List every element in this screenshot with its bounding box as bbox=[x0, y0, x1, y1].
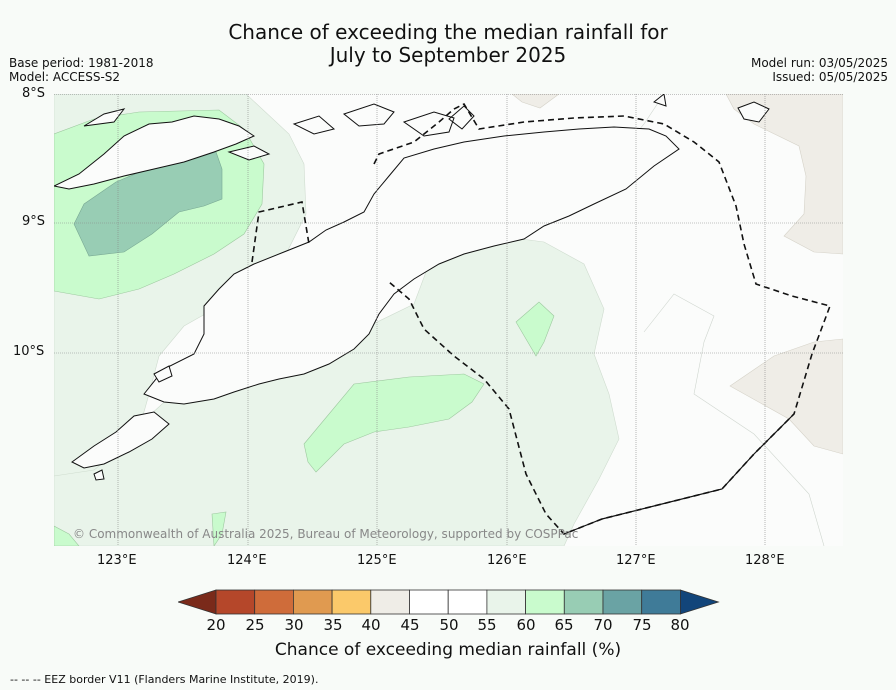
colorbar-segment-30 bbox=[293, 589, 333, 615]
eez-border-note: -- -- -- EEZ border V11 (Flanders Marine… bbox=[10, 673, 319, 686]
colorbar-tick-30: 30 bbox=[284, 616, 304, 634]
grid-lines bbox=[54, 94, 843, 546]
colorbar-tick-45: 45 bbox=[400, 616, 420, 634]
colorbar-tick-25: 25 bbox=[245, 616, 265, 634]
rainfall-map bbox=[54, 94, 843, 546]
flores-coastline bbox=[54, 115, 256, 190]
region-60-65-small bbox=[515, 301, 555, 357]
lon-label-128e: 128°E bbox=[745, 553, 785, 568]
colorbar-segment-20 bbox=[215, 589, 256, 615]
eez-border bbox=[251, 102, 832, 535]
colorbar-tick-55: 55 bbox=[477, 616, 497, 634]
colorbar-label: Chance of exceeding median rainfall (%) bbox=[274, 640, 622, 660]
colorbar-tick-20: 20 bbox=[206, 616, 226, 634]
colorbar-tick-65: 65 bbox=[554, 616, 574, 634]
colorbar-tick-80: 80 bbox=[670, 616, 690, 634]
lat-label-8s: 8°S bbox=[22, 86, 46, 101]
colorbar-segment-35 bbox=[331, 589, 372, 615]
colorbar-segment-55 bbox=[486, 589, 526, 615]
chart-title-line1: Chance of exceeding the median rainfall … bbox=[228, 20, 668, 44]
north-islands-coastline bbox=[402, 94, 770, 137]
region-40-45-east bbox=[729, 338, 843, 455]
lon-label-124e: 124°E bbox=[227, 553, 267, 568]
colorbar-segment-50 bbox=[447, 589, 488, 615]
lon-label-126e: 126°E bbox=[487, 553, 527, 568]
colorbar-segment-45 bbox=[409, 589, 449, 615]
colorbar-tick-35: 35 bbox=[323, 616, 343, 634]
lon-label-127e: 127°E bbox=[616, 553, 656, 568]
region-40-45-north bbox=[511, 94, 560, 109]
base-period-label: Base period: 1981-2018 bbox=[9, 56, 154, 70]
colorbar-segment-60 bbox=[525, 589, 565, 615]
colorbar bbox=[178, 589, 720, 615]
copyright-notice: © Commonwealth of Australia 2025, Bureau… bbox=[73, 527, 579, 541]
lon-label-123e: 123°E bbox=[97, 553, 137, 568]
chart-title-line2: July to September 2025 bbox=[329, 43, 567, 67]
alor-coastline bbox=[71, 411, 170, 469]
flores-north-islets bbox=[83, 103, 395, 161]
colorbar-segment-70 bbox=[602, 589, 643, 615]
colorbar-segment-75 bbox=[641, 589, 681, 615]
eez-border-solid bbox=[563, 413, 795, 535]
colorbar-segment-25 bbox=[254, 589, 294, 615]
region-60-65-south bbox=[303, 373, 485, 473]
colorbar-tick-75: 75 bbox=[632, 616, 652, 634]
colorbar-segment-above-80 bbox=[680, 589, 720, 615]
issued-label: Issued: 05/05/2025 bbox=[772, 70, 888, 84]
colorbar-segment-65 bbox=[563, 589, 604, 615]
lon-label-125e: 125°E bbox=[357, 553, 397, 568]
colorbar-segment-40 bbox=[370, 589, 410, 615]
colorbar-tick-40: 40 bbox=[361, 616, 381, 634]
region-60-65-corner2 bbox=[211, 511, 227, 546]
model-run-label: Model run: 03/05/2025 bbox=[750, 56, 888, 70]
small-islet-sw bbox=[93, 365, 173, 481]
colorbar-segment-below-20 bbox=[178, 589, 217, 615]
colorbar-tick-70: 70 bbox=[593, 616, 613, 634]
lat-label-10s: 10°S bbox=[13, 344, 45, 359]
region-60-65-corner bbox=[54, 525, 80, 546]
model-label: Model: ACCESS-S2 bbox=[9, 70, 121, 84]
lat-label-9s: 9°S bbox=[22, 214, 46, 229]
colorbar-tick-60: 60 bbox=[516, 616, 536, 634]
timor-island-coastline bbox=[143, 126, 680, 405]
colorbar-tick-50: 50 bbox=[439, 616, 459, 634]
